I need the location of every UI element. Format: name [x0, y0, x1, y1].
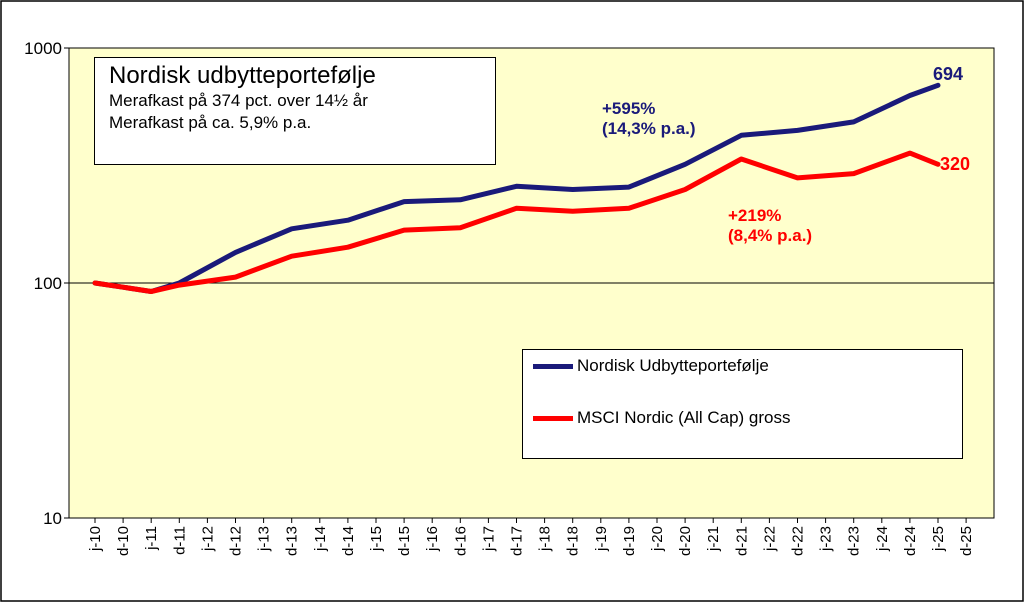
x-tick-label: d-25	[958, 526, 975, 556]
x-tick-label: d-12	[228, 526, 245, 556]
x-tick-label: d-23	[846, 526, 863, 556]
x-tick-label: d-17	[509, 526, 526, 556]
x-tick-label: d-13	[284, 526, 301, 556]
x-tick-label: j-21	[705, 526, 722, 552]
x-tick-label: j-10	[87, 526, 104, 552]
x-tick-label: j-15	[368, 526, 385, 552]
x-tick-label: j-18	[537, 526, 554, 552]
x-tick-label: j-25	[930, 526, 947, 552]
x-tick-label: j-19	[593, 526, 610, 552]
x-tick-label: d-18	[565, 526, 582, 556]
x-tick-label: j-12	[199, 526, 216, 552]
x-tick-label: j-14	[312, 526, 329, 552]
x-tick-label: j-17	[480, 526, 497, 552]
x-tick-label: d-10	[115, 526, 132, 556]
annotation-msci-line1: +219%	[728, 206, 782, 225]
chart-subtitle-1: Merafkast på 374 pct. over 14½ år	[109, 91, 368, 110]
annotation-msci-line2: (8,4% p.a.)	[728, 226, 813, 245]
x-tick-label: d-11	[171, 526, 188, 555]
legend-item-msci: MSCI Nordic (All Cap) gross	[533, 407, 791, 429]
annotation-nordisk-line2: (14,3% p.a.)	[602, 119, 696, 138]
x-tick-label: d-16	[452, 526, 469, 556]
legend-item-nordisk: Nordisk Udbytteportefølje	[533, 355, 769, 377]
x-tick-label: d-19	[621, 526, 638, 556]
x-tick-label: j-22	[761, 526, 778, 552]
chart-title: Nordisk udbytteportefølje	[109, 62, 376, 89]
legend-swatch-nordisk	[533, 363, 573, 369]
x-tick-label: j-11	[143, 526, 160, 551]
legend-label-nordisk: Nordisk Udbytteportefølje	[577, 356, 769, 375]
x-tick-label: j-13	[256, 526, 273, 552]
legend: Nordisk Udbytteportefølje MSCI Nordic (A…	[522, 349, 963, 459]
x-tick-label: d-22	[790, 526, 807, 556]
series-line-msci	[92, 150, 941, 294]
x-tick-label: d-24	[902, 526, 919, 556]
x-tick-label: d-14	[340, 526, 357, 556]
y-tick-label: 1000	[24, 39, 62, 58]
x-tick-label: d-15	[396, 526, 413, 556]
chart-title-box: Nordisk udbytteportefølje Merafkast på 3…	[94, 57, 496, 165]
x-tick-label: j-23	[818, 526, 835, 552]
x-tick-label: j-24	[874, 526, 891, 552]
x-tick-label: j-16	[424, 526, 441, 552]
legend-swatch-msci	[533, 415, 573, 421]
annotation-nordisk-line1: +595%	[602, 99, 656, 118]
annotation-msci: +219% (8,4% p.a.)	[728, 206, 812, 246]
y-tick-label: 10	[43, 509, 62, 528]
legend-label-msci: MSCI Nordic (All Cap) gross	[577, 408, 791, 427]
chart-subtitle-2: Merafkast på ca. 5,9% p.a.	[109, 113, 312, 132]
annotation-nordisk: +595% (14,3% p.a.)	[602, 99, 696, 139]
y-tick-label: 100	[34, 274, 62, 293]
x-tick-label: d-20	[677, 526, 694, 556]
end-label-msci: 320	[940, 154, 971, 174]
end-label-nordisk: 694	[933, 64, 964, 84]
x-tick-label: j-20	[649, 526, 666, 552]
x-tick-label: d-21	[733, 526, 750, 556]
